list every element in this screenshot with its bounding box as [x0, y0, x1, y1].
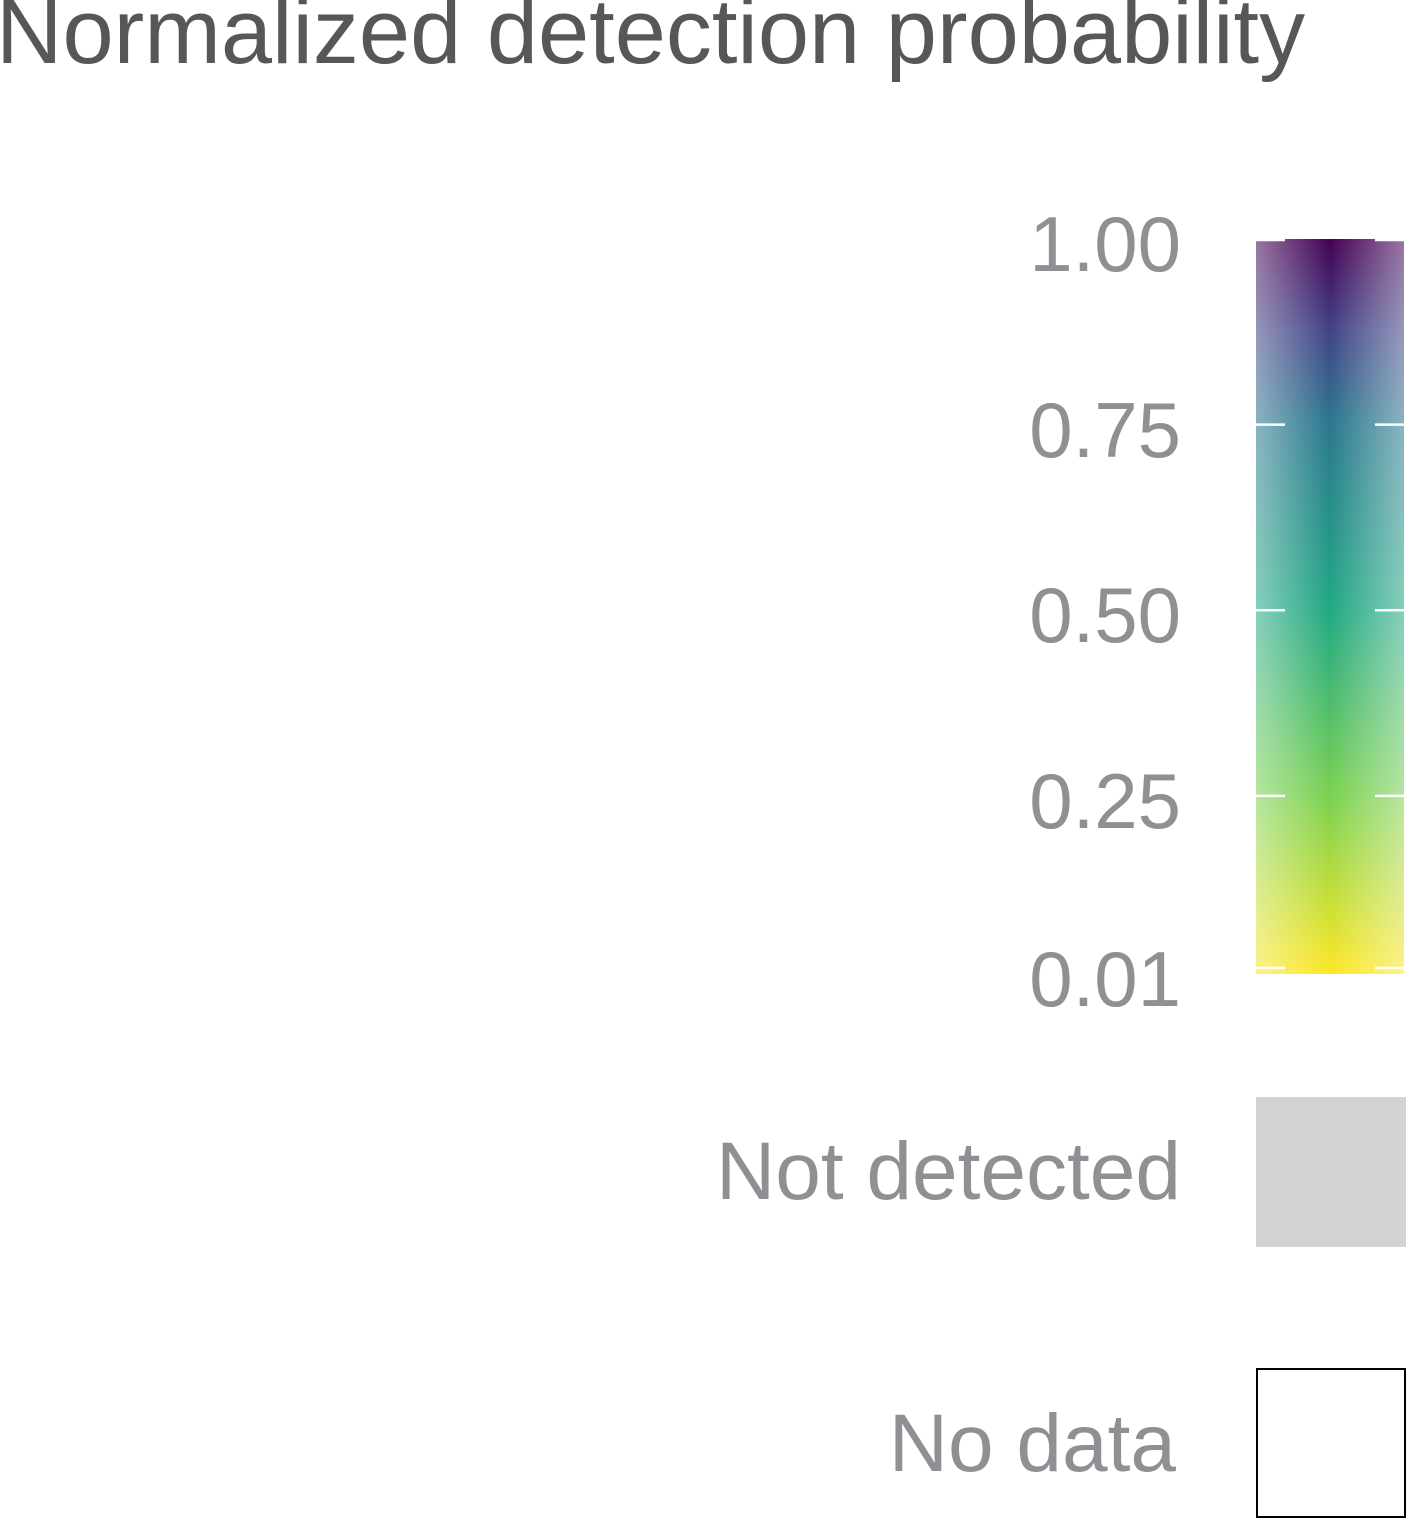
tick-label: 0.50: [1029, 571, 1181, 660]
not-detected-swatch: [1256, 1097, 1406, 1247]
tick-label: 0.01: [1029, 935, 1181, 1023]
not-detected-label: Not detected: [716, 1126, 1181, 1217]
tick-label: 0.25: [1029, 756, 1181, 845]
colorbar-highlight: [1256, 239, 1404, 974]
tick-label: 1.00: [1029, 200, 1181, 288]
no-data-swatch: [1256, 1368, 1406, 1518]
colorbar-ticks: [1256, 239, 1404, 970]
no-data-label: No data: [888, 1398, 1176, 1489]
legend-title: Normalized detection probability: [0, 0, 1306, 83]
tick-label: 0.75: [1029, 385, 1181, 474]
colorbar: [1256, 239, 1404, 974]
